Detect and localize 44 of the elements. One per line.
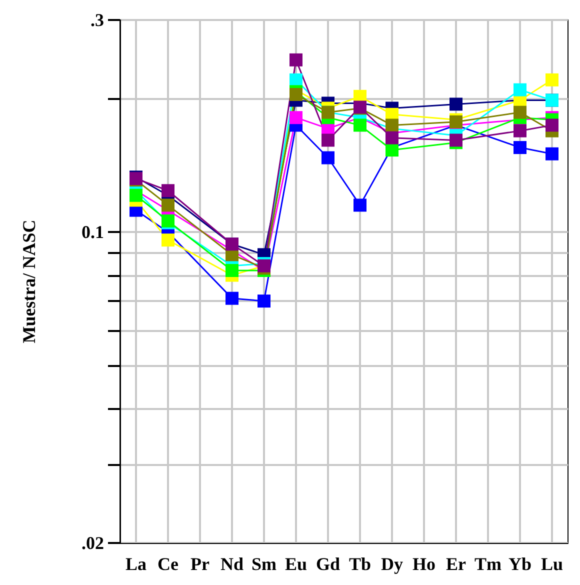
point [546,118,558,132]
x-tick-label: Eu [284,554,308,574]
point [514,141,526,154]
x-tick-label: Tm [474,554,502,574]
point [514,106,526,119]
x-tick-label: Gd [316,554,340,574]
point [514,124,526,138]
point [546,147,558,160]
point [450,134,462,147]
point [354,118,366,132]
point [546,73,558,86]
x-tick-label: Lu [540,554,564,574]
y-tick-label: .02 [82,533,104,553]
x-tick-label: Er [446,554,466,574]
x-tick-label: Pr [190,554,210,574]
x-tick-label: Nd [220,554,244,574]
point [162,198,174,212]
y-tick-label: .3 [90,10,104,30]
point [450,98,462,111]
y-axis-title: Muestra/ NASC [19,220,39,344]
point [130,188,142,202]
point [386,118,398,132]
x-tick-label: La [125,554,147,574]
x-tick-label: Ho [412,554,436,574]
point [258,294,270,308]
point [514,83,526,96]
x-tick-label: Dy [381,554,403,574]
point [162,184,174,198]
x-tick-label: Ce [158,554,178,574]
point [290,53,302,66]
point [354,198,366,212]
point [386,131,398,144]
point [322,151,334,164]
y-tick-label: 0.1 [82,222,104,242]
point [226,292,238,305]
point [290,111,302,124]
point [226,264,238,277]
point [322,134,334,147]
point [386,144,398,157]
point [162,234,174,247]
x-tick-label: Yb [508,554,532,574]
x-tick-label: Tb [348,554,372,574]
x-tick-label: Sm [251,554,277,574]
point [290,88,302,101]
